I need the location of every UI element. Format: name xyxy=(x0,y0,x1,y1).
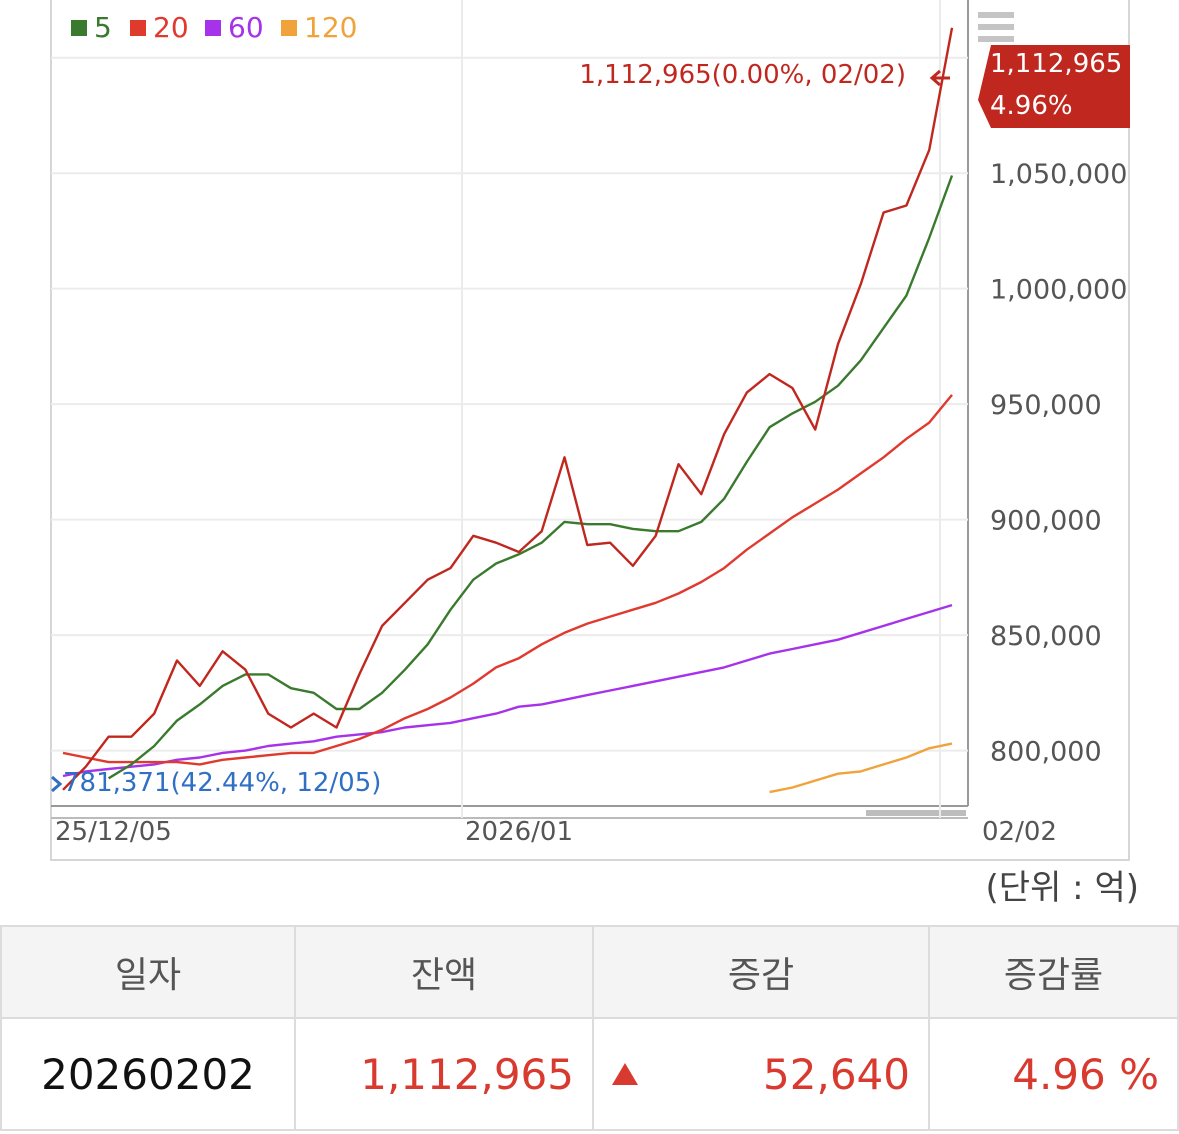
legend-label-20: 20 xyxy=(153,11,189,44)
min-value-label: 781,371(42.44%, 12/05) xyxy=(63,768,381,798)
header-date: 일자 xyxy=(0,925,296,1019)
min-pointer-arrow-icon xyxy=(51,775,63,793)
navigator-handle[interactable] xyxy=(866,810,966,816)
legend-label-60: 60 xyxy=(228,11,264,44)
legend: 5 20 60 120 xyxy=(71,11,357,44)
header-change: 증감 xyxy=(592,925,930,1019)
hamburger-menu-icon[interactable] xyxy=(978,12,1014,42)
series-line-120 xyxy=(769,742,953,794)
header-change-rate: 증감률 xyxy=(928,925,1179,1019)
y-tick-label: 800,000 xyxy=(990,737,1102,768)
row-change: 52,640 xyxy=(763,1049,910,1099)
table-row: 20260202 1,112,965 52,640 4.96 % xyxy=(0,1017,1179,1131)
legend-swatch-120 xyxy=(281,20,297,36)
x-tick-label: 02/02 xyxy=(982,817,1057,847)
current-change: 4.96% xyxy=(990,91,1073,121)
chart-frame xyxy=(50,0,1130,861)
legend-swatch-60 xyxy=(205,20,221,36)
series-line-5 xyxy=(107,175,954,780)
row-change-rate: 4.96 % xyxy=(928,1017,1179,1131)
current-value-tag: 1,112,965 4.96% xyxy=(978,45,1130,128)
max-value-label: 1,112,965(0.00%, 02/02) xyxy=(579,60,906,90)
series-line-daily xyxy=(62,27,954,791)
y-tick-label: 1,050,000 xyxy=(990,159,1127,190)
line-chart: 800,000 850,000 900,000 950,000 1,000,000 1,0… xyxy=(50,0,1130,861)
row-date: 20260202 xyxy=(0,1017,296,1131)
y-tick-label: 850,000 xyxy=(990,621,1102,652)
y-tick-label: 1,000,000 xyxy=(990,275,1127,306)
up-triangle-icon xyxy=(612,1063,638,1085)
header-balance: 잔액 xyxy=(294,925,594,1019)
unit-note: (단위 : 억) xyxy=(985,868,1139,908)
legend-swatch-20 xyxy=(130,20,146,36)
legend-label-5: 5 xyxy=(94,11,112,44)
series-line-20 xyxy=(62,394,953,766)
row-change-cell: 52,640 xyxy=(592,1017,930,1131)
current-value: 1,112,965 xyxy=(990,49,1122,79)
x-tick-label: 2026/01 xyxy=(465,817,573,847)
summary-table: 일자 잔액 증감 증감률 20260202 1,112,965 52,640 4… xyxy=(0,925,1179,1131)
x-tick-label: 25/12/05 xyxy=(55,817,172,847)
row-balance: 1,112,965 xyxy=(294,1017,594,1131)
y-tick-label: 950,000 xyxy=(990,390,1102,421)
legend-label-120: 120 xyxy=(304,11,357,44)
table-header-row: 일자 잔액 증감 증감률 xyxy=(0,925,1179,1019)
series-line-60 xyxy=(62,603,953,778)
legend-swatch-5 xyxy=(71,20,87,36)
max-pointer-arrow-icon xyxy=(929,69,950,87)
y-tick-label: 900,000 xyxy=(990,506,1102,537)
chart-area: 800,000 850,000 900,000 950,000 1,000,000 1,0… xyxy=(50,0,1139,908)
